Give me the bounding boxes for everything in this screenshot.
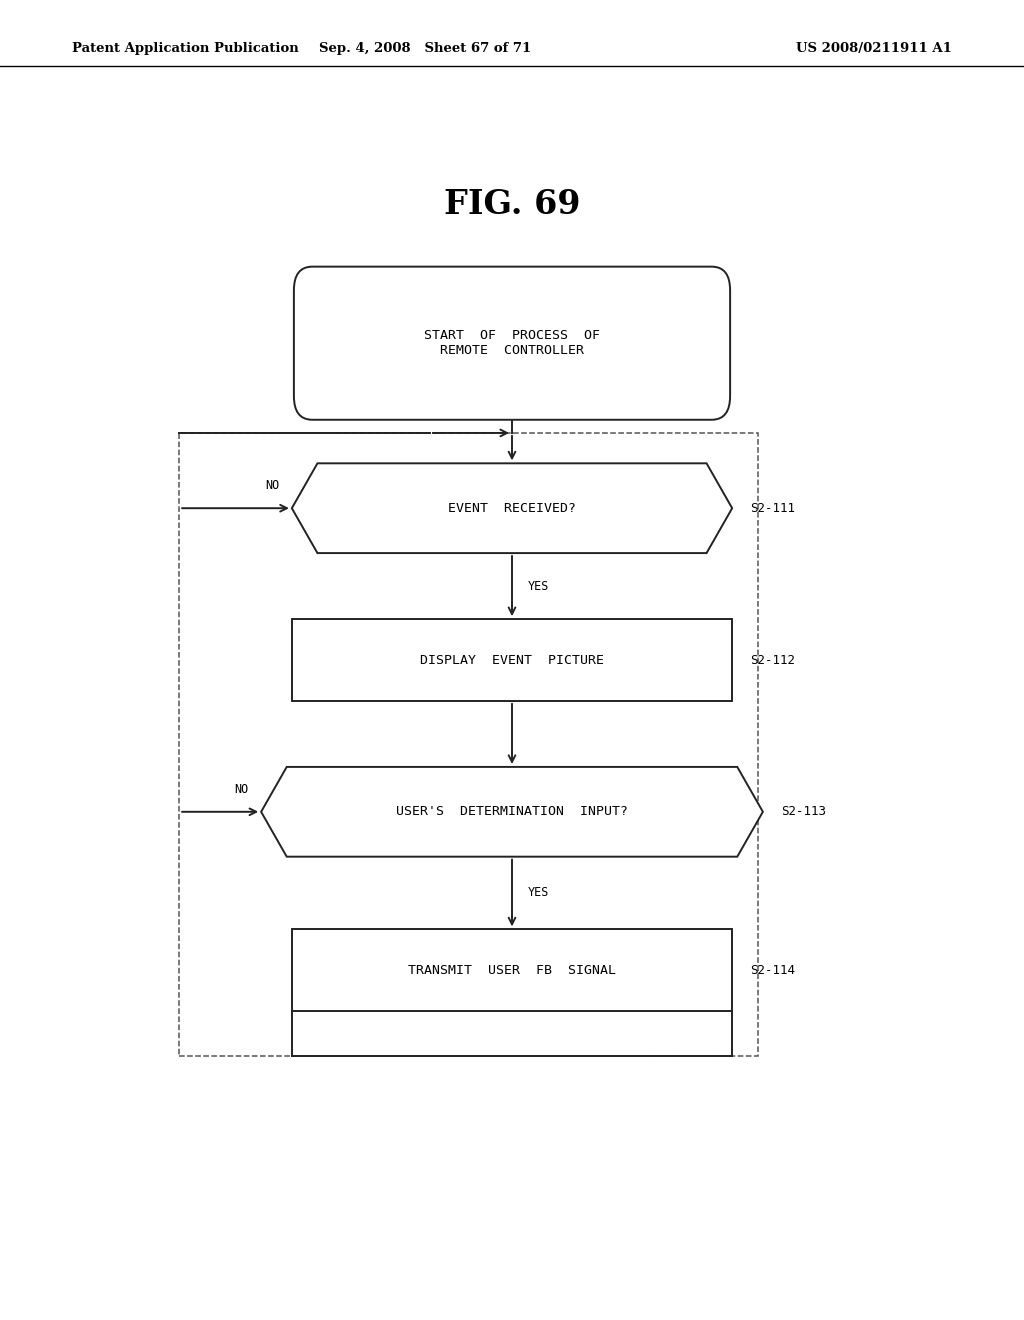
Text: Sep. 4, 2008   Sheet 67 of 71: Sep. 4, 2008 Sheet 67 of 71 [318,42,531,55]
Text: DISPLAY  EVENT  PICTURE: DISPLAY EVENT PICTURE [420,653,604,667]
Text: NO: NO [234,783,249,796]
Text: USER'S  DETERMINATION  INPUT?: USER'S DETERMINATION INPUT? [396,805,628,818]
Text: S2-111: S2-111 [751,502,796,515]
Text: FIG. 69: FIG. 69 [443,189,581,222]
Text: YES: YES [527,887,549,899]
Text: START  OF  PROCESS  OF
REMOTE  CONTROLLER: START OF PROCESS OF REMOTE CONTROLLER [424,329,600,358]
Text: US 2008/0211911 A1: US 2008/0211911 A1 [797,42,952,55]
Text: NO: NO [265,479,280,492]
Bar [292,619,732,701]
Polygon shape [292,463,732,553]
Polygon shape [261,767,763,857]
Text: Patent Application Publication: Patent Application Publication [72,42,298,55]
Bar [179,433,758,1056]
FancyBboxPatch shape [294,267,730,420]
Text: EVENT  RECEIVED?: EVENT RECEIVED? [449,502,575,515]
Bar [292,929,732,1011]
Text: YES: YES [527,579,549,593]
Text: TRANSMIT  USER  FB  SIGNAL: TRANSMIT USER FB SIGNAL [408,964,616,977]
Text: S2-113: S2-113 [781,805,826,818]
Text: S2-114: S2-114 [751,964,796,977]
Text: S2-112: S2-112 [751,653,796,667]
